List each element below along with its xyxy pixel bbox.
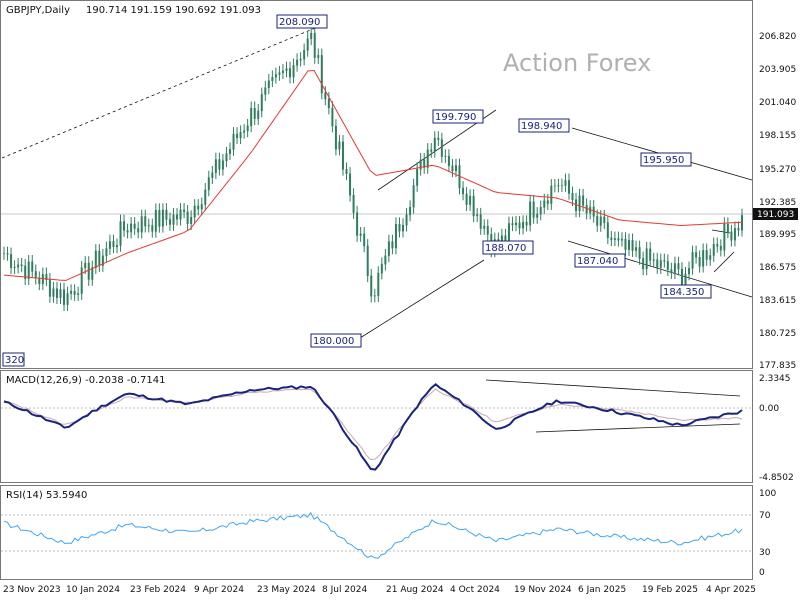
- price-label: 199.790: [435, 112, 476, 123]
- price-label: 208.090: [279, 17, 320, 28]
- price-tick: 177.835: [759, 361, 796, 371]
- macd-tick: -4.8502: [759, 473, 794, 483]
- symbol-title: GBPJPY,Daily: [6, 5, 70, 16]
- macd-tick: 2.3345: [759, 374, 791, 384]
- rsi-title: RSI(14) 53.5940: [6, 490, 87, 501]
- x-tick: 8 Jul 2024: [322, 585, 367, 595]
- x-tick: 4 Oct 2024: [450, 585, 500, 595]
- price-candles: [3, 26, 743, 311]
- label-box: [574, 253, 626, 268]
- price-tick: 186.575: [759, 263, 796, 273]
- rsi-panel: [0, 485, 753, 580]
- price-label: 184.350: [663, 287, 704, 298]
- x-tick: 19 Nov 2024: [514, 585, 572, 595]
- x-tick: 21 Aug 2024: [386, 585, 444, 595]
- x-tick: 23 May 2024: [257, 585, 316, 595]
- price-panel: [0, 0, 753, 369]
- rsi-tick: 30: [759, 548, 771, 558]
- price-label: 198.940: [521, 121, 562, 132]
- triangle-lower-line: [713, 251, 735, 273]
- price-tick: 192.385: [759, 198, 796, 208]
- label-box: [660, 284, 712, 299]
- macd-line: [3, 383, 743, 471]
- x-tick: 4 Apr 2025: [706, 585, 756, 595]
- macd-panel: [0, 370, 753, 483]
- macd-tick: 0.00: [759, 404, 779, 414]
- price-label: 188.070: [485, 243, 526, 254]
- falling-channel-lower-line: [567, 240, 753, 298]
- label-box: [482, 240, 534, 255]
- price-label: 320: [5, 355, 24, 366]
- x-tick: 19 Feb 2025: [642, 585, 698, 595]
- macd-signal-line: [3, 388, 743, 461]
- channel-lower-line: [359, 259, 485, 339]
- triangle-upper-line: [711, 229, 731, 234]
- label-box: [310, 333, 362, 348]
- rsi-tick: 100: [759, 489, 776, 499]
- x-axis: 23 Nov 2023 10 Jan 2024 23 Feb 2024 9 Ap…: [3, 585, 756, 595]
- price-tick: 206.820: [759, 32, 796, 42]
- x-tick: 9 Apr 2024: [194, 585, 244, 595]
- label-box: [640, 152, 692, 167]
- label-box: [432, 109, 484, 124]
- rsi-tick: 0: [759, 568, 765, 578]
- rsi-axis: 100 70 30 0: [759, 489, 776, 578]
- price-annotations: 208.090 199.790 198.940 195.950 188.070 …: [2, 14, 712, 367]
- price-tick: 203.905: [759, 65, 796, 75]
- macd-axis: 2.3345 0.00 -4.8502: [759, 374, 794, 483]
- x-tick: 10 Jan 2024: [66, 585, 120, 595]
- rsi-tick: 70: [759, 511, 771, 521]
- x-tick: 23 Nov 2023: [3, 585, 61, 595]
- ohlc-readout: 190.714 191.159 190.692 191.093: [86, 5, 261, 16]
- price-label: 180.000: [313, 336, 354, 347]
- ema-line: [3, 69, 743, 281]
- price-tick: 180.725: [759, 329, 796, 339]
- macd-trendlines: [485, 379, 741, 433]
- rsi-line: [3, 511, 743, 559]
- price-label: 187.040: [577, 256, 618, 267]
- price-tick: 183.615: [759, 296, 796, 306]
- price-tick: 198.155: [759, 131, 796, 141]
- price-tick: 201.040: [759, 98, 796, 108]
- x-tick: 23 Feb 2024: [130, 585, 186, 595]
- price-tick: 195.270: [759, 165, 796, 175]
- current-price-label: 191.093: [757, 210, 794, 220]
- label-box: [276, 14, 328, 29]
- macd-lower-trendline: [535, 423, 741, 433]
- label-box: [518, 118, 570, 133]
- price-axis: 206.820 203.905 201.040 198.155 195.270 …: [759, 32, 796, 371]
- macd-upper-trendline: [485, 379, 741, 397]
- macd-title: MACD(12,26,9) -0.2038 -0.7141: [6, 375, 166, 386]
- price-label: 195.950: [643, 155, 684, 166]
- current-price-box: [753, 208, 798, 220]
- x-tick: 6 Jan 2025: [578, 585, 626, 595]
- price-tick: 189.995: [759, 230, 796, 240]
- label-box: [2, 352, 25, 367]
- watermark: Action Forex: [503, 49, 651, 77]
